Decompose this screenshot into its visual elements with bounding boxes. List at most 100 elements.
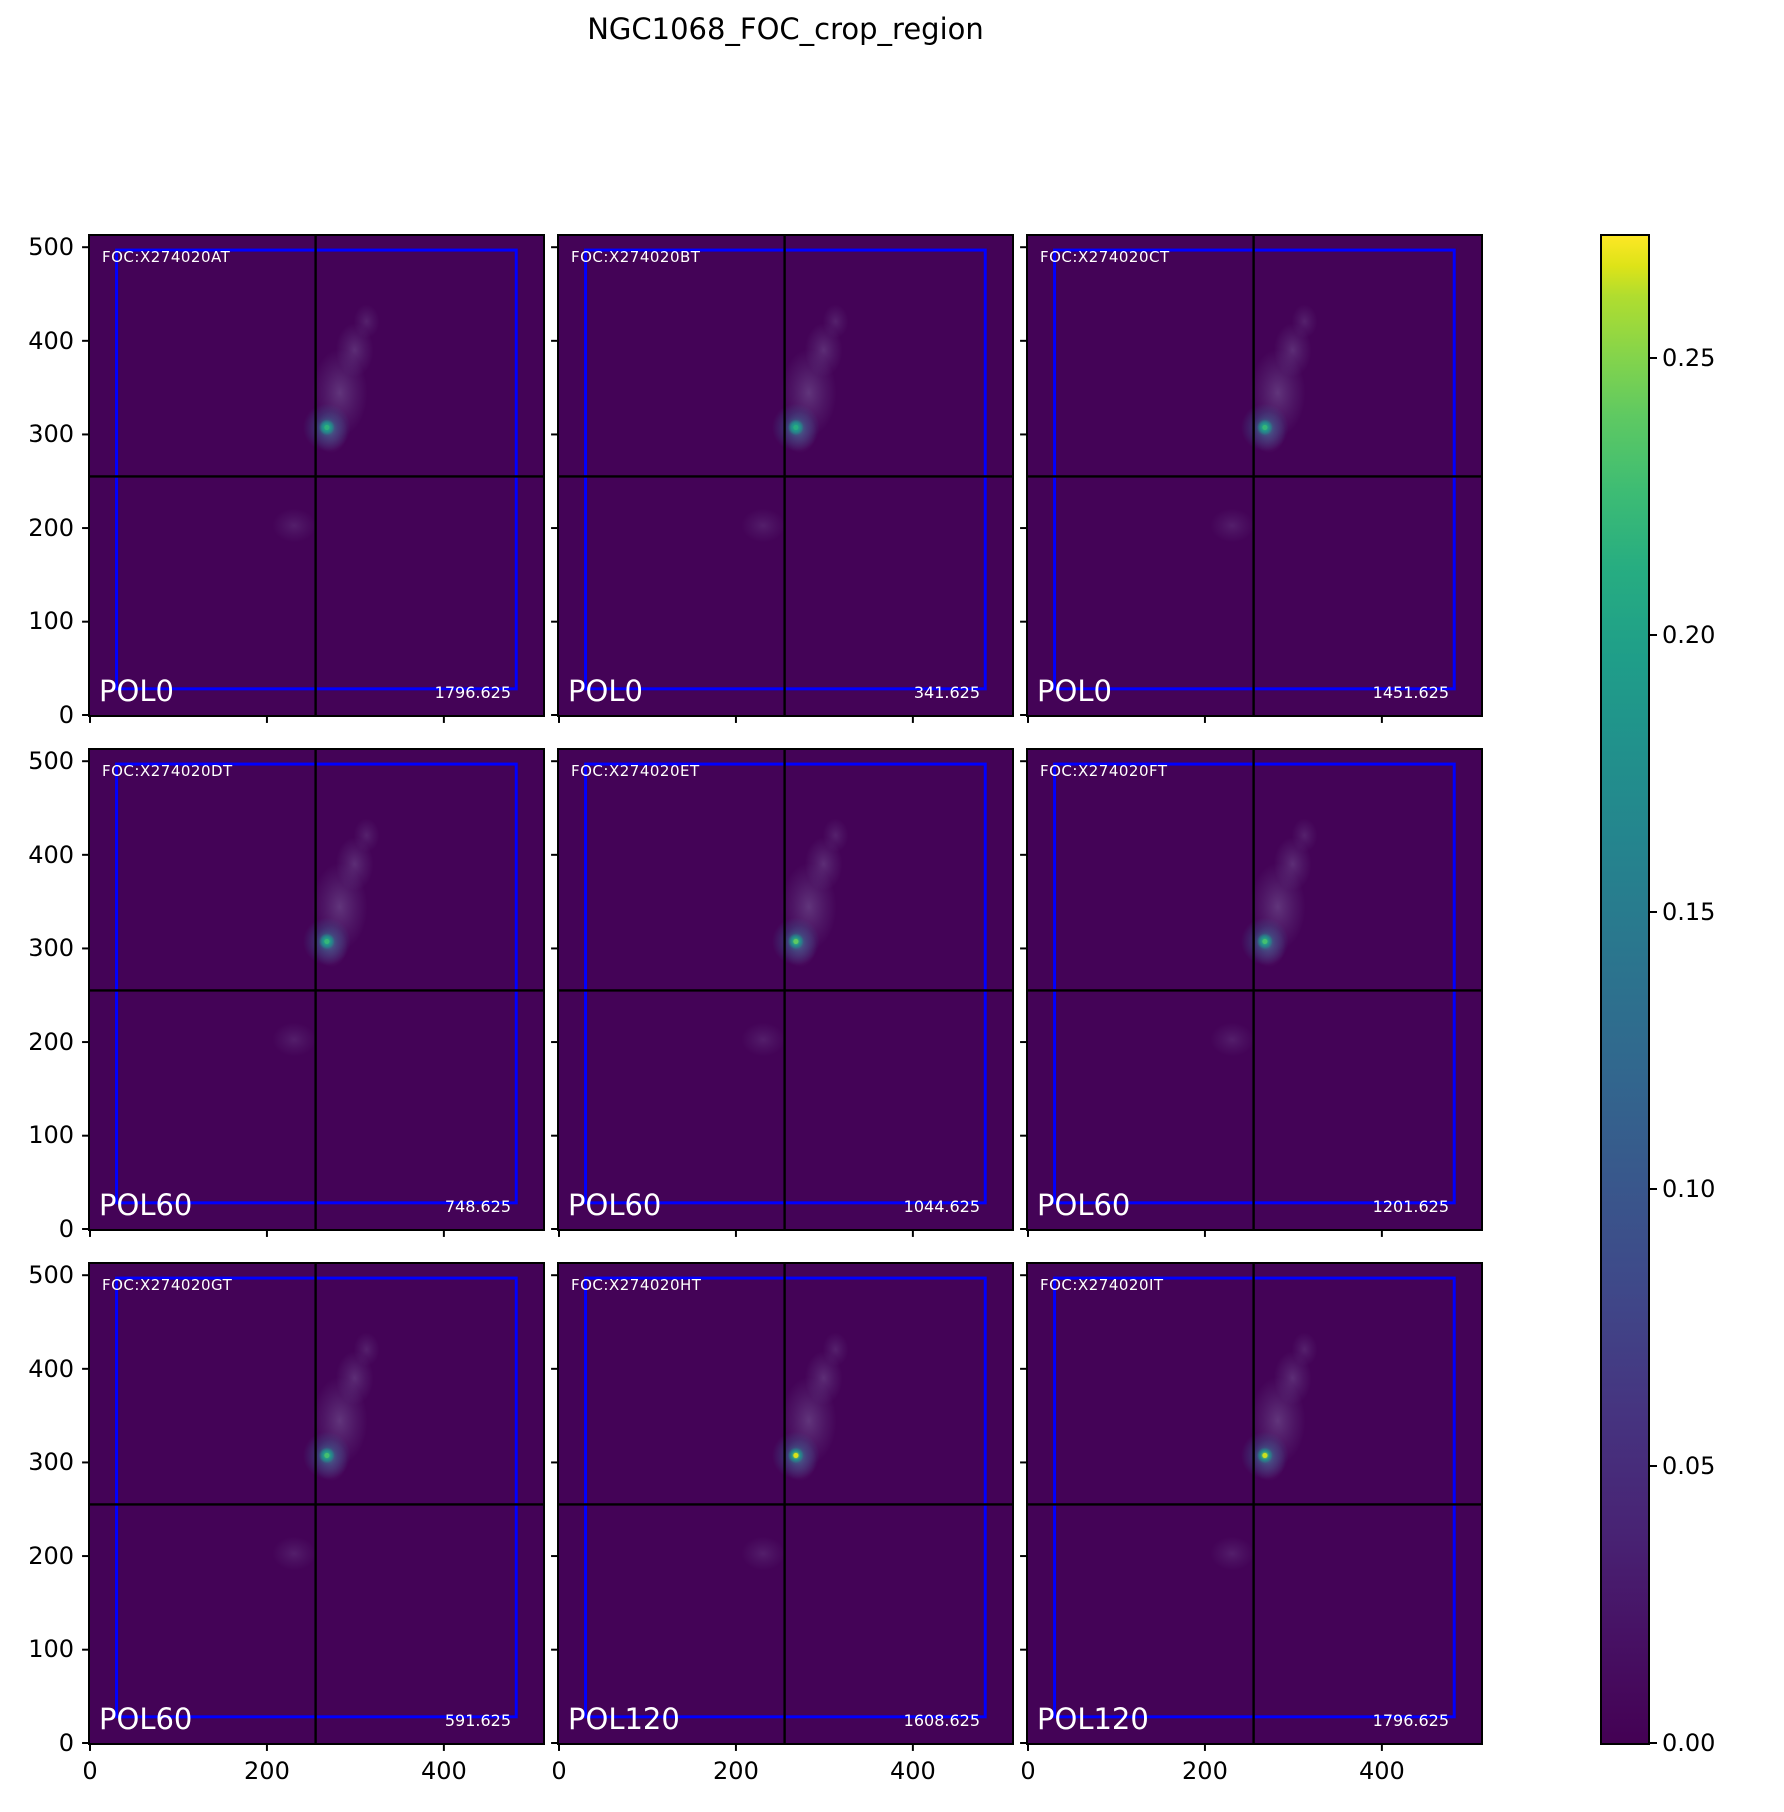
value-annotation: 341.625 <box>913 683 980 702</box>
exposure-label: FOC:X274020IT <box>1040 1276 1164 1294</box>
panel-B: FOC:X274020BT POL0 341.625 <box>551 234 1014 723</box>
panel-image-svg <box>1020 1264 1481 1751</box>
x-axis-tick-label: 400 <box>421 1757 467 1785</box>
panel-image-svg <box>82 1264 543 1751</box>
polarizer-label: POL60 <box>568 1188 662 1222</box>
exposure-label: FOC:X274020GT <box>102 1276 233 1294</box>
panel-H: FOC:X274020HT POL120 1608.625 0 200 400 <box>551 1262 1014 1785</box>
colorbar-tick-label: 0.10 <box>1662 1175 1716 1204</box>
x-axis-tick-label: 200 <box>244 1757 290 1785</box>
x-axis-tick-label: 200 <box>713 1757 759 1785</box>
polarizer-label: POL0 <box>99 674 174 708</box>
colorbar-tick-label: 0.20 <box>1662 620 1716 649</box>
panel-G: FOC:X274020GT POL60 591.625 500 400 300 200… <box>28 1261 545 1785</box>
axis-tick-marks <box>551 760 914 1237</box>
y-axis-tick-label: 200 <box>28 513 74 542</box>
y-axis-tick-label: 400 <box>28 840 74 869</box>
y-axis-tick-label: 300 <box>28 1448 74 1477</box>
y-axis-tick-label: 200 <box>28 1027 74 1056</box>
colorbar-tick-mark <box>1648 356 1657 359</box>
panel-I-image <box>1020 1264 1481 1751</box>
exposure-label: FOC:X274020CT <box>1040 248 1170 266</box>
value-annotation: 1044.625 <box>903 1197 980 1216</box>
y-axis-tick-label: 0 <box>58 1729 74 1757</box>
x-axis-tick-label: 0 <box>551 1757 567 1785</box>
colorbar-tick-label: 0.05 <box>1662 1452 1716 1480</box>
x-axis-tick-label: 0 <box>82 1757 98 1785</box>
panel-D-image <box>82 750 543 1237</box>
panel-C-image <box>1020 236 1481 723</box>
panel-H-image <box>551 1264 1012 1751</box>
y-axis-tick-label: 500 <box>28 233 74 262</box>
figure-title: NGC1068_FOC_crop_region <box>587 12 984 46</box>
polarizer-label: POL0 <box>568 674 643 708</box>
panel-F: FOC:X274020FT POL60 1201.625 <box>1020 748 1483 1237</box>
y-axis-tick-label: 0 <box>58 701 74 729</box>
axis-tick-marks <box>82 1274 445 1751</box>
panel-F-image <box>1020 750 1481 1237</box>
polarizer-label: POL0 <box>1037 674 1112 708</box>
panel-image-svg <box>82 750 543 1237</box>
colorbar-tick-label: 0.15 <box>1662 897 1716 926</box>
x-axis-tick-label: 0 <box>1020 1757 1036 1785</box>
axis-tick-marks <box>1020 1274 1383 1751</box>
panel-image-svg <box>551 1264 1012 1751</box>
y-axis-tick-label: 100 <box>28 1635 74 1664</box>
polarizer-label: POL60 <box>99 1702 193 1736</box>
polarizer-label: POL120 <box>568 1702 680 1736</box>
axis-tick-marks <box>1020 246 1383 723</box>
axis-tick-marks <box>82 246 445 723</box>
x-axis-tick-label: 200 <box>1182 1757 1228 1785</box>
colorbar-tick-mark <box>1648 1465 1657 1467</box>
colorbar-tick-label: 0.25 <box>1662 343 1716 372</box>
panel-B-image <box>551 236 1012 723</box>
y-axis-tick-label: 300 <box>28 934 74 963</box>
y-axis-tick-label: 300 <box>28 420 74 449</box>
panel-A-image <box>82 236 543 723</box>
y-axis-tick-label: 400 <box>28 1354 74 1383</box>
colorbar: 0.25 0.20 0.15 0.10 0.05 0.00 <box>1600 234 1715 1757</box>
colorbar-tick-label: 0.00 <box>1662 1729 1716 1757</box>
y-axis-tick-label: 200 <box>28 1541 74 1570</box>
panel-G-image <box>82 1264 543 1751</box>
panel-E: FOC:X274020ET POL60 1044.625 <box>551 748 1014 1237</box>
polarizer-label: POL60 <box>99 1188 193 1222</box>
exposure-label: FOC:X274020FT <box>1040 762 1168 780</box>
y-axis-tick-label: 100 <box>28 1121 74 1150</box>
y-axis-tick-label: 0 <box>58 1215 74 1243</box>
axis-tick-marks <box>551 246 914 723</box>
panel-I: FOC:X274020IT POL120 1796.625 0 200 400 <box>1020 1262 1483 1785</box>
y-axis-tick-label: 500 <box>28 747 74 776</box>
axis-tick-marks <box>82 760 445 1237</box>
panel-C: FOC:X274020CT POL0 1451.625 <box>1020 234 1483 723</box>
panel-grid: FOC:X274020AT POL0 1796.625 500 400 300 200… <box>28 233 1483 1785</box>
colorbar-tick-mark <box>1648 1188 1657 1191</box>
axis-tick-marks <box>551 1274 914 1751</box>
exposure-label: FOC:X274020ET <box>571 762 700 780</box>
colorbar-tick-mark <box>1648 910 1657 913</box>
panel-image-svg <box>551 236 1012 723</box>
value-annotation: 1796.625 <box>434 683 511 702</box>
polarizer-label: POL60 <box>1037 1188 1131 1222</box>
polarizer-label: POL120 <box>1037 1702 1149 1736</box>
colorbar-tick-mark <box>1648 1742 1657 1744</box>
y-axis-tick-label: 400 <box>28 326 74 355</box>
axis-tick-marks <box>1020 760 1383 1237</box>
panel-E-image <box>551 750 1012 1237</box>
value-annotation: 1796.625 <box>1372 1711 1449 1730</box>
panel-image-svg <box>1020 236 1481 723</box>
exposure-label: FOC:X274020DT <box>102 762 233 780</box>
value-annotation: 1201.625 <box>1372 1197 1449 1216</box>
panel-image-svg <box>1020 750 1481 1237</box>
y-axis-tick-label: 100 <box>28 607 74 636</box>
exposure-label: FOC:X274020HT <box>571 1276 702 1294</box>
exposure-label: FOC:X274020BT <box>571 248 701 266</box>
exposure-label: FOC:X274020AT <box>102 248 231 266</box>
value-annotation: 748.625 <box>444 1197 511 1216</box>
colorbar-tick-mark <box>1648 633 1657 636</box>
y-axis-tick-label: 500 <box>28 1261 74 1290</box>
value-annotation: 1451.625 <box>1372 683 1449 702</box>
value-annotation: 591.625 <box>444 1711 511 1730</box>
panel-D: FOC:X274020DT POL60 748.625 500 400 300 200… <box>28 747 545 1243</box>
